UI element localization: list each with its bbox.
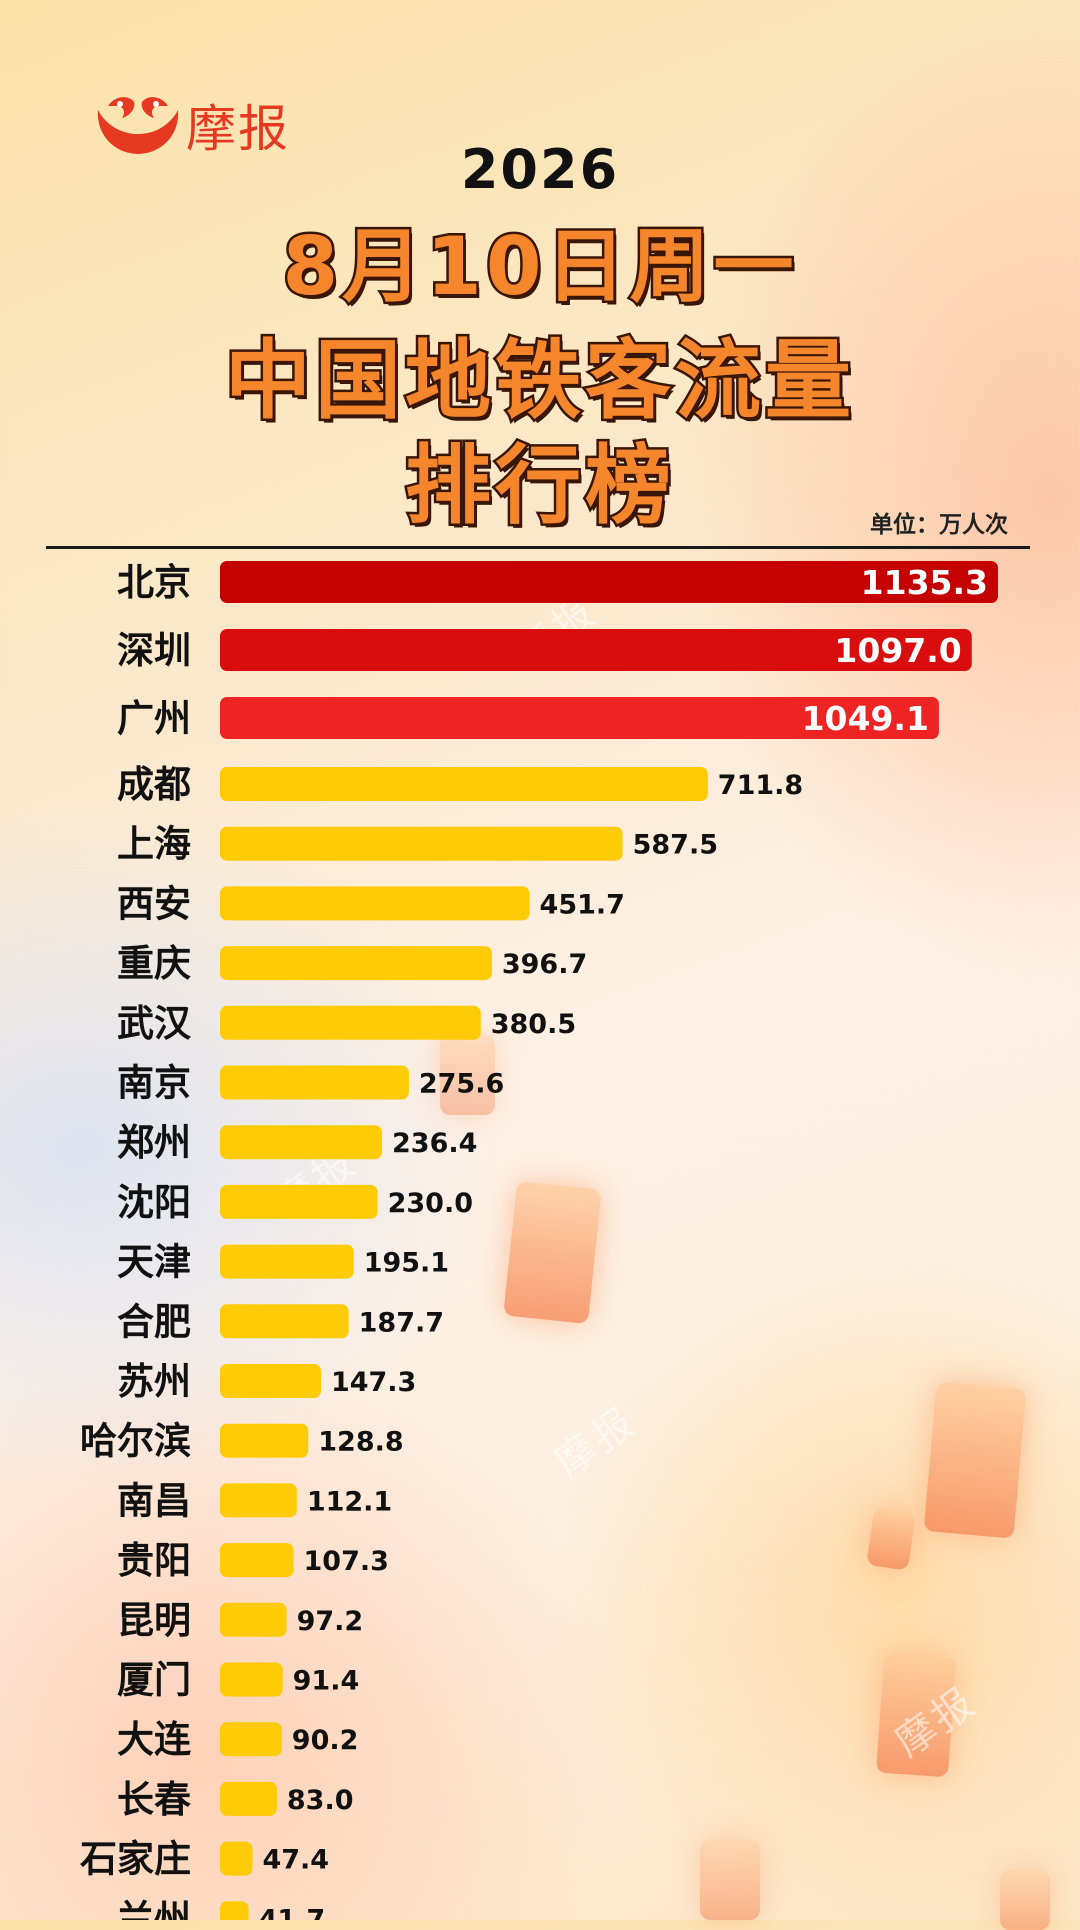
bar-14 [220, 1364, 321, 1398]
value-label: 230.0 [388, 1188, 473, 1219]
bar-4 [220, 767, 708, 801]
city-label: 南京 [117, 1062, 191, 1105]
city-label: 南昌 [117, 1479, 191, 1522]
city-label: 上海 [117, 823, 191, 866]
bar-6 [220, 886, 530, 921]
city-label: 苏州 [117, 1360, 191, 1403]
city-label: 成都 [117, 763, 191, 806]
bar-19 [220, 1662, 283, 1697]
value-label: 275.6 [419, 1069, 504, 1100]
city-label: 天津 [117, 1241, 191, 1284]
city-label: 北京 [117, 561, 191, 604]
city-label: 广州 [117, 697, 191, 740]
bar-8 [220, 1005, 481, 1040]
year-label: 2026 [460, 138, 620, 201]
bar-13 [220, 1304, 349, 1339]
value-label: 112.1 [307, 1486, 392, 1517]
bar-7 [220, 946, 492, 981]
city-label: 长春 [117, 1778, 191, 1821]
lantern-decoration [440, 1035, 495, 1115]
city-label: 昆明 [117, 1599, 191, 1642]
brand-logo: 摩报 [92, 92, 290, 158]
bar-15 [220, 1423, 309, 1458]
bar-2 [220, 629, 972, 671]
value-label: 1049.1 [802, 699, 929, 738]
value-label: 41.7 [259, 1904, 326, 1920]
bar-5 [220, 826, 623, 861]
value-label: 711.8 [718, 770, 803, 801]
value-label: 83.0 [287, 1785, 354, 1816]
value-label: 91.4 [293, 1666, 360, 1697]
value-label: 47.4 [262, 1845, 329, 1876]
value-label: 107.3 [304, 1546, 389, 1577]
city-label: 西安 [117, 882, 191, 925]
bar-10 [220, 1125, 383, 1160]
city-label: 厦门 [117, 1659, 191, 1702]
bar-18 [220, 1602, 287, 1637]
bar-12 [220, 1244, 354, 1279]
bar-17 [220, 1543, 294, 1578]
value-label: 236.4 [392, 1128, 477, 1159]
title-date: 8月10日周一 [280, 218, 798, 316]
bar-16 [220, 1483, 297, 1518]
city-label: 兰州 [117, 1897, 191, 1920]
unit-label: 单位：万人次 [870, 512, 1008, 538]
bar-3 [220, 697, 939, 739]
city-label: 深圳 [117, 629, 191, 672]
value-label: 1135.3 [861, 563, 988, 602]
value-label: 195.1 [364, 1248, 449, 1279]
bar-20 [220, 1722, 282, 1757]
value-label: 97.2 [297, 1606, 364, 1637]
city-label: 合肥 [117, 1300, 191, 1343]
value-label: 187.7 [359, 1307, 444, 1338]
city-label: 郑州 [117, 1121, 191, 1164]
brand-logo-icon [97, 97, 179, 154]
bar-9 [220, 1065, 409, 1100]
value-label: 396.7 [502, 949, 587, 980]
value-label: 380.5 [491, 1009, 576, 1040]
value-label: 587.5 [633, 830, 718, 861]
title-sub: 排行榜 [403, 434, 675, 539]
value-label: 90.2 [292, 1725, 359, 1756]
lantern-decoration [700, 1840, 760, 1920]
title-main: 中国地铁客流量 [223, 329, 855, 434]
brand-name: 摩报 [186, 100, 290, 158]
value-label: 147.3 [331, 1367, 416, 1398]
value-label: 128.8 [318, 1427, 403, 1458]
city-label: 贵阳 [117, 1539, 191, 1582]
city-label: 石家庄 [79, 1838, 191, 1881]
value-label: 1097.0 [834, 631, 961, 670]
bar-22 [220, 1841, 253, 1876]
bar-23 [220, 1901, 249, 1920]
city-label: 哈尔滨 [80, 1420, 191, 1463]
bar-1 [220, 561, 998, 603]
value-label: 451.7 [540, 889, 625, 920]
bar-21 [220, 1781, 277, 1816]
city-label: 沈阳 [117, 1181, 191, 1224]
city-label: 大连 [117, 1718, 191, 1761]
bar-11 [220, 1184, 378, 1219]
header-divider [46, 546, 1030, 549]
city-label: 重庆 [117, 942, 191, 985]
city-label: 武汉 [117, 1002, 192, 1045]
